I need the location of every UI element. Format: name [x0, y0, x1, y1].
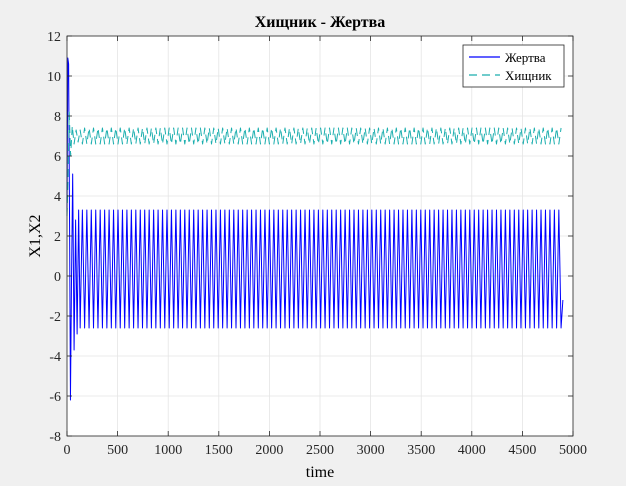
y-tick-label: 0	[54, 270, 61, 285]
x-tick-label: 0	[64, 443, 71, 458]
y-axis-label: X1,X2	[27, 214, 44, 257]
y-tick-label: 10	[47, 70, 61, 85]
y-tick-label: -2	[49, 310, 61, 325]
x-tick-label: 2500	[306, 443, 334, 458]
x-tick-label: 5000	[559, 443, 587, 458]
y-tick-label: 4	[54, 190, 61, 205]
y-tick-label: -6	[49, 390, 61, 405]
y-tick-label: 8	[54, 110, 61, 125]
y-tick-label: 12	[47, 30, 61, 45]
x-tick-label: 3500	[407, 443, 435, 458]
chart-title: Хищник - Жертва	[255, 14, 386, 31]
x-tick-label: 2000	[255, 443, 283, 458]
y-tick-label: -8	[49, 430, 61, 445]
series-layer	[66, 57, 564, 401]
x-tick-label: 3000	[357, 443, 385, 458]
y-tick-label: 2	[54, 230, 61, 245]
x-tick-label: 4500	[508, 443, 536, 458]
x-tick-label: 1000	[154, 443, 182, 458]
ticks: 0 500 1000 1500 2000 2500 3000 3500 4000 4500 5000…	[47, 30, 587, 458]
x-tick-label: 4000	[458, 443, 486, 458]
x-tick-label: 500	[107, 443, 128, 458]
series-line-predator	[66, 111, 562, 217]
y-tick-label: 6	[54, 150, 61, 165]
legend-label-prey: Жертва	[505, 50, 546, 65]
series-line-prey	[66, 57, 564, 401]
x-axis-label: time	[306, 464, 334, 481]
y-tick-label: -4	[49, 350, 61, 365]
legend[interactable]: Жертва Хищник	[462, 44, 565, 88]
x-tick-label: 1500	[205, 443, 233, 458]
legend-label-predator: Хищник	[505, 68, 552, 83]
legend-box	[462, 44, 565, 88]
